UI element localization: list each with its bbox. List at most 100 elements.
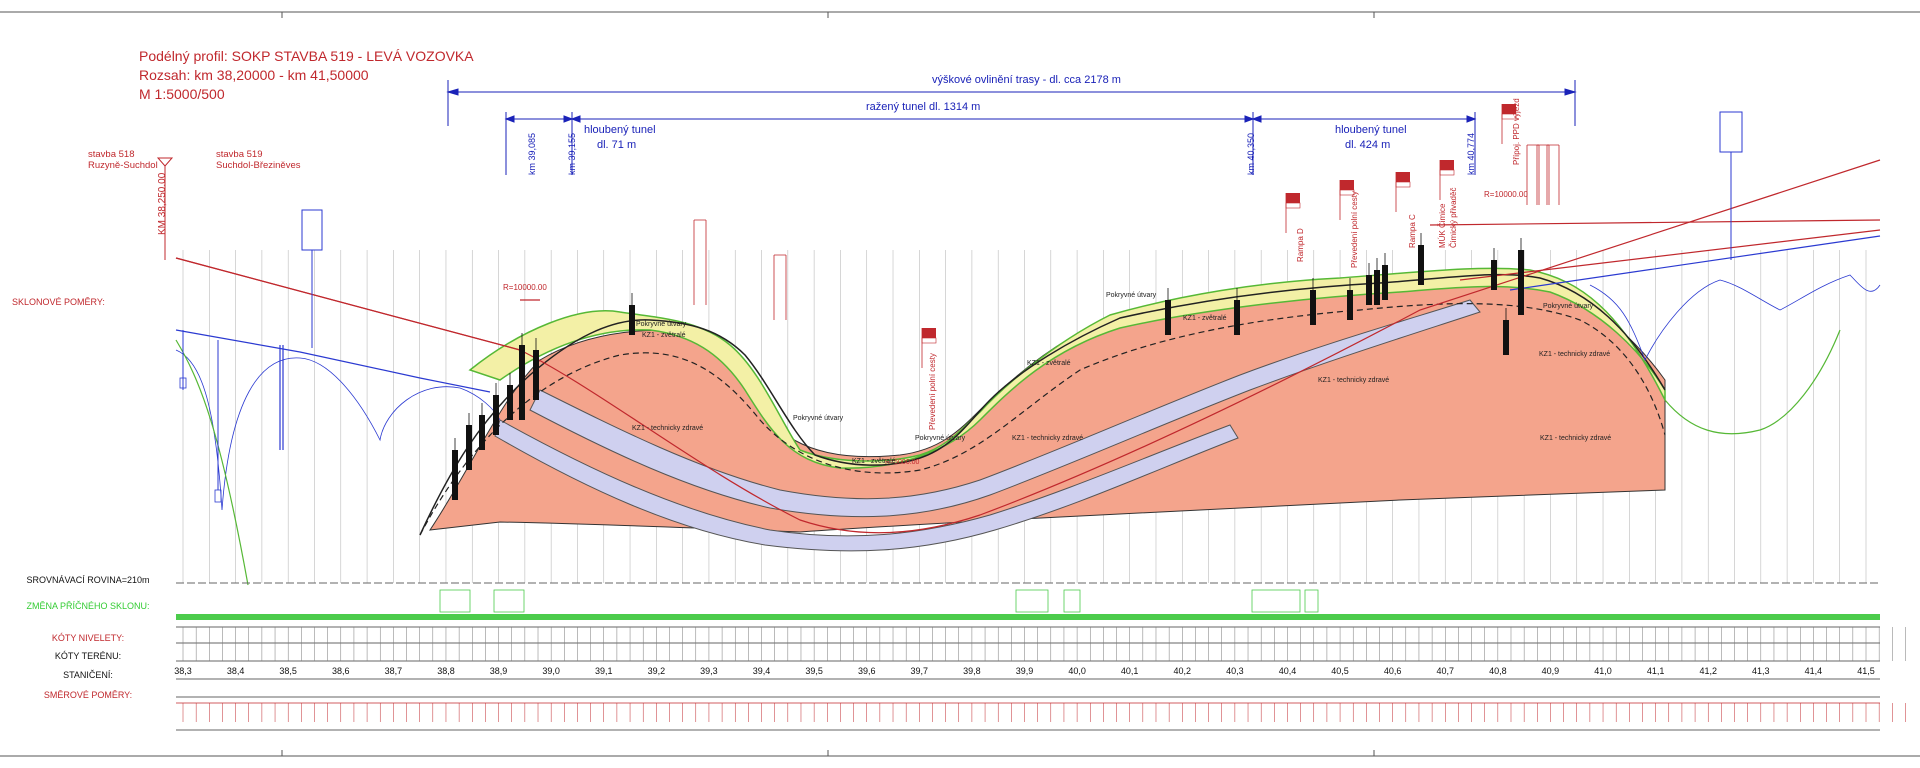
station-label: 38,5 xyxy=(279,666,297,676)
ramp-c-label: Rampa C xyxy=(1408,214,1417,248)
geology-cover-label-3: Pokryvné útvary xyxy=(915,435,966,442)
km-39085-label: km 39,085 xyxy=(527,133,537,175)
km-40774-label: km 40,774 xyxy=(1466,133,1476,175)
stavba-518-sub: Ruzyně-Suchdol xyxy=(88,160,158,171)
cut-cover-right-line1: hloubený tunel xyxy=(1335,124,1407,136)
slope-ratio-label: SKLONOVÉ POMĚRY: xyxy=(12,297,105,307)
structure-flag xyxy=(1440,160,1454,170)
grade-heights-label: KÓTY NIVELETY: xyxy=(51,633,125,643)
construction-boundary: KM 38,250.00 xyxy=(156,157,174,260)
station-label: 39,5 xyxy=(805,666,823,676)
station-label: 40,8 xyxy=(1489,666,1507,676)
borehole xyxy=(466,425,472,470)
ramp-d-label: Rampa D xyxy=(1296,228,1305,262)
terrain-heights-label: KÓTY TERÉNU: xyxy=(54,651,122,661)
borehole xyxy=(1382,265,1388,300)
borehole xyxy=(1347,290,1353,320)
right-approach xyxy=(1509,111,1881,435)
radius-tunnel-label: R=5000.00 xyxy=(885,459,920,466)
stavba-518-label: stavba 518 xyxy=(88,149,134,160)
data-band xyxy=(176,582,1880,731)
geology-weathered-label-3: KZ1 - zvětralé xyxy=(1027,360,1071,367)
structure-flag-white xyxy=(1285,202,1301,209)
tunnel-band xyxy=(529,299,1481,518)
geology-weathered-label-4: KZ1 - zvětralé xyxy=(1183,315,1227,322)
borehole xyxy=(533,350,539,400)
pier-outline xyxy=(1546,144,1560,205)
station-label: 40,1 xyxy=(1121,666,1139,676)
geology-cover-label-4: Pokryvné útvary xyxy=(1106,292,1157,299)
structure-flag xyxy=(922,328,936,338)
station-label: 41,5 xyxy=(1857,666,1875,676)
stavba-519-label: stavba 519 xyxy=(216,149,262,160)
stavba-519-sub: Suchdol-Březiněves xyxy=(216,160,301,171)
geology-cover-label: Pokryvné útvary xyxy=(636,321,687,328)
structure-flag-white xyxy=(921,337,937,344)
geology-sound-label-4: KZ1 - technicky zdravé xyxy=(1540,435,1611,442)
station-label: 38,9 xyxy=(490,666,508,676)
borehole xyxy=(629,305,635,335)
geology-sound-label-2: KZ1 - technicky zdravé xyxy=(1012,435,1083,442)
cross-slope-label: ZMĚNA PŘÍČNÉHO SKLONU: xyxy=(26,601,150,611)
structure-flag xyxy=(1286,193,1300,203)
borehole xyxy=(452,450,458,500)
km-start-label: KM 38,250.00 xyxy=(157,172,168,235)
station-label: 39,2 xyxy=(648,666,666,676)
profile-title: Podélný profil: SOKP STAVBA 519 - LEVÁ V… xyxy=(139,48,474,64)
stationing-labels: 38,3 38,4 38,5 38,6 38,7 38,8 38,9 39,0 39,1 39,2… xyxy=(174,666,1875,676)
station-label: 41,0 xyxy=(1594,666,1612,676)
station-label: 41,3 xyxy=(1752,666,1770,676)
dimension-lines xyxy=(446,80,1577,175)
station-label: 39,8 xyxy=(963,666,981,676)
geology-sound-label-3: KZ1 - technicky zdravé xyxy=(1318,377,1389,384)
station-label: 38,7 xyxy=(385,666,403,676)
station-label: 41,1 xyxy=(1647,666,1665,676)
km-39155-label: km 39,155 xyxy=(567,133,577,175)
field-road-crossing-mid: Převedení polní cesty xyxy=(928,353,937,430)
field-road-crossing-right: Převedení polní cesty xyxy=(1350,191,1359,268)
ramp-connection-label: Přípoj. PPD výjezd xyxy=(1512,98,1521,165)
overall-dimension-label: výškové ovlinění trasy - dl. cca 2178 m xyxy=(932,74,1121,86)
stationing-label: STANIČENÍ: xyxy=(63,670,113,680)
structure-flag xyxy=(1502,104,1516,114)
station-label: 39,0 xyxy=(542,666,560,676)
station-label: 39,7 xyxy=(911,666,929,676)
structure-flag-white xyxy=(1439,169,1455,176)
alignment-label: SMĚROVÉ POMĚRY: xyxy=(43,690,133,700)
station-label: 40,0 xyxy=(1068,666,1086,676)
borehole xyxy=(1366,275,1372,305)
borehole xyxy=(507,385,513,420)
station-label: 40,2 xyxy=(1174,666,1192,676)
cross-slope-change xyxy=(1063,589,1081,613)
station-label: 39,9 xyxy=(1016,666,1034,676)
datum-label: SROVNÁVACÍ ROVINA=210m xyxy=(26,575,150,585)
cross-slope-change xyxy=(1251,589,1301,613)
cross-slope-change xyxy=(1304,589,1319,613)
geology-cover-label-5: Pokryvné útvary xyxy=(1543,303,1594,310)
cut-cover-right-line2: dl. 424 m xyxy=(1345,139,1391,151)
grade-line xyxy=(175,159,1881,534)
interchange-label: MÚK Čimice xyxy=(1438,203,1447,248)
radius-left-label: R=10000.00 xyxy=(503,283,547,292)
cut-cover-left-line2: dl. 71 m xyxy=(597,139,637,151)
cross-slope-change xyxy=(439,589,471,613)
structure-flag xyxy=(1396,172,1410,182)
borehole xyxy=(519,345,525,420)
structure-flags xyxy=(693,104,1560,368)
borehole xyxy=(1310,290,1316,325)
terrain-line xyxy=(419,273,1666,536)
station-label: 38,4 xyxy=(227,666,245,676)
borehole xyxy=(1374,270,1380,305)
borehole xyxy=(1491,260,1497,290)
geology-weathered-label-2: KZ1 - zvětralé xyxy=(852,458,896,465)
station-label: 40,9 xyxy=(1542,666,1560,676)
station-label: 41,4 xyxy=(1805,666,1823,676)
pier-outline xyxy=(773,254,787,320)
station-label: 40,4 xyxy=(1279,666,1297,676)
km-40350-label: km 40,350 xyxy=(1246,133,1256,175)
station-label: 41,2 xyxy=(1699,666,1717,676)
sheet-frame xyxy=(0,11,1920,757)
borehole xyxy=(1234,300,1240,335)
